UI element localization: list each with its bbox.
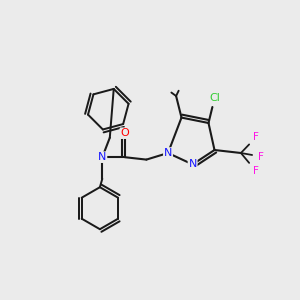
Text: F: F	[253, 132, 259, 142]
Text: F: F	[258, 152, 264, 162]
Text: N: N	[164, 148, 172, 158]
Text: F: F	[253, 166, 259, 176]
Text: O: O	[120, 128, 129, 138]
Text: N: N	[188, 159, 197, 170]
Text: Cl: Cl	[209, 93, 220, 103]
Text: N: N	[98, 152, 106, 162]
